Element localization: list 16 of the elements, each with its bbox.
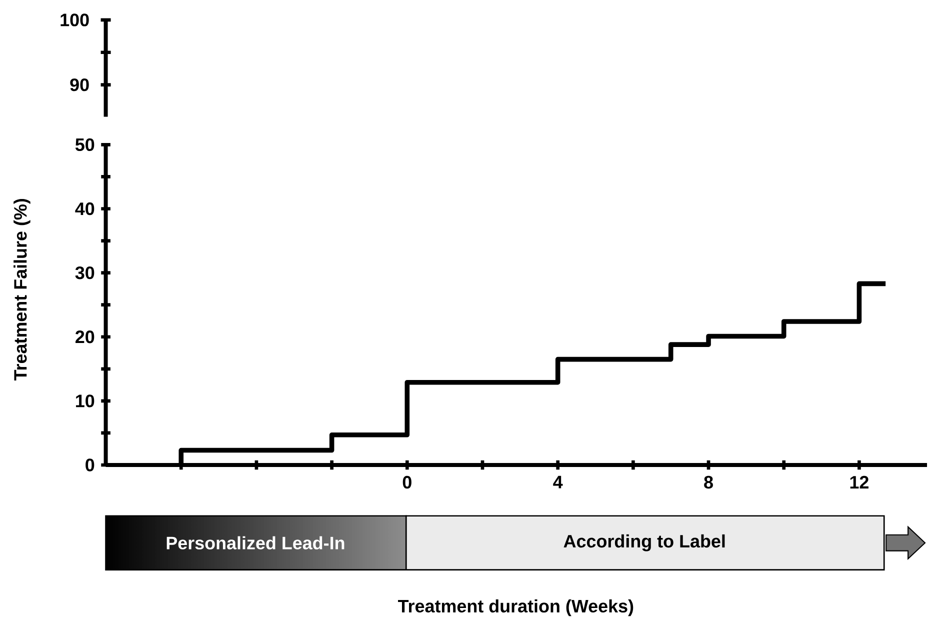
y-axis-title: Treatment Failure (%) (14, 199, 30, 381)
y-tick-label: 0 (86, 458, 94, 472)
y-tick-label: 10 (76, 394, 94, 408)
text: 90 (70, 78, 89, 92)
y-tick-label: 50 (75, 138, 94, 152)
x-tick-label: 12 (850, 476, 868, 489)
x-tick-label: 0 (402, 476, 412, 489)
text: According to Label (564, 534, 725, 552)
text: Treatment duration (Weeks) (398, 599, 634, 616)
x-tick-label: 8 (704, 476, 713, 489)
y-tick-label: 30 (75, 266, 94, 280)
x-tick-label: 4 (553, 476, 563, 488)
text: 100 (60, 14, 89, 26)
text: Personalized Lead-In (166, 536, 344, 550)
y-tick-label: 20 (76, 330, 94, 344)
y-tick-label: 40 (75, 202, 94, 216)
